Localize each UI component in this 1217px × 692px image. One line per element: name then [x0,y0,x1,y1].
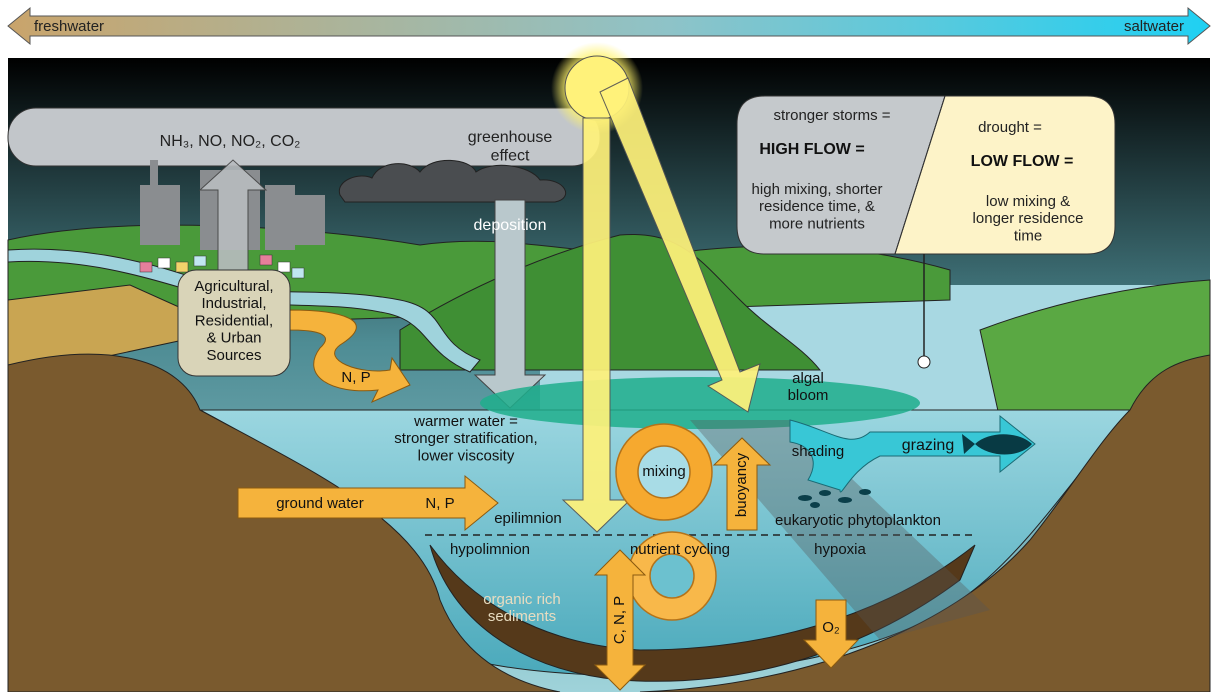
low-flow-label: LOW FLOW = [971,153,1074,170]
buoyancy-label: buoyancy [733,452,750,517]
hypolimnion-label: hypolimnion [450,541,530,558]
shading-label: shading [792,443,845,460]
sources-label: & Urban [206,330,261,347]
river-nutrients-label: N, P [341,369,370,386]
warmer-water-label: warmer water = [413,413,518,430]
algal-bloom-label: bloom [788,387,829,404]
oxygen-label: O₂ [822,619,840,636]
warmer-water-label: stronger stratification, [394,430,537,447]
grazing-label: grazing [902,437,954,454]
gradient-arrow [8,8,1210,44]
emissions-label: NH₃, NO, NO₂, CO₂ [160,133,301,150]
high-flow-desc-label: residence time, & [759,198,875,215]
sediments-label: sediments [488,608,556,625]
sources-label: Residential, [195,312,273,329]
low-flow-desc-label: time [1014,227,1042,244]
high-flow-label: HIGH FLOW = [759,141,864,158]
deposition-label: deposition [474,217,547,234]
sediment-flux-label: C, N, P [611,596,628,644]
freshwater-label: freshwater [34,18,104,35]
algal-bloom-label: algal [792,370,824,387]
sediments-label: organic rich [483,591,561,608]
high-flow-desc-label: more nutrients [769,215,865,232]
low-flow-desc-label: longer residence [973,210,1084,227]
high-flow-desc-label: high mixing, shorter [752,181,883,198]
greenhouse-label: effect [491,148,530,165]
greenhouse-label: greenhouse [468,129,553,146]
ground-nutrients-label: N, P [425,495,454,512]
drought-label: drought = [978,119,1042,136]
ground-water-label: ground water [276,495,364,512]
sources-label: Sources [206,347,261,364]
sources-label: Agricultural, [194,278,273,295]
mixing-label: mixing [642,463,685,480]
saltwater-label: saltwater [1124,18,1184,35]
diagram: freshwater saltwater NH₃, NO, NO₂, CO₂ gree… [0,0,1217,692]
low-flow-desc-label: low mixing & [986,193,1070,210]
epilimnion-label: epilimnion [494,510,562,527]
phytoplankton-label: eukaryotic phytoplankton [775,512,941,529]
sources-label: Industrial, [201,295,266,312]
hypoxia-label: hypoxia [814,541,866,558]
nutrient-cycling-label: nutrient cycling [630,541,730,558]
storms-label: stronger storms = [773,107,890,124]
warmer-water-label: lower viscosity [418,447,515,464]
